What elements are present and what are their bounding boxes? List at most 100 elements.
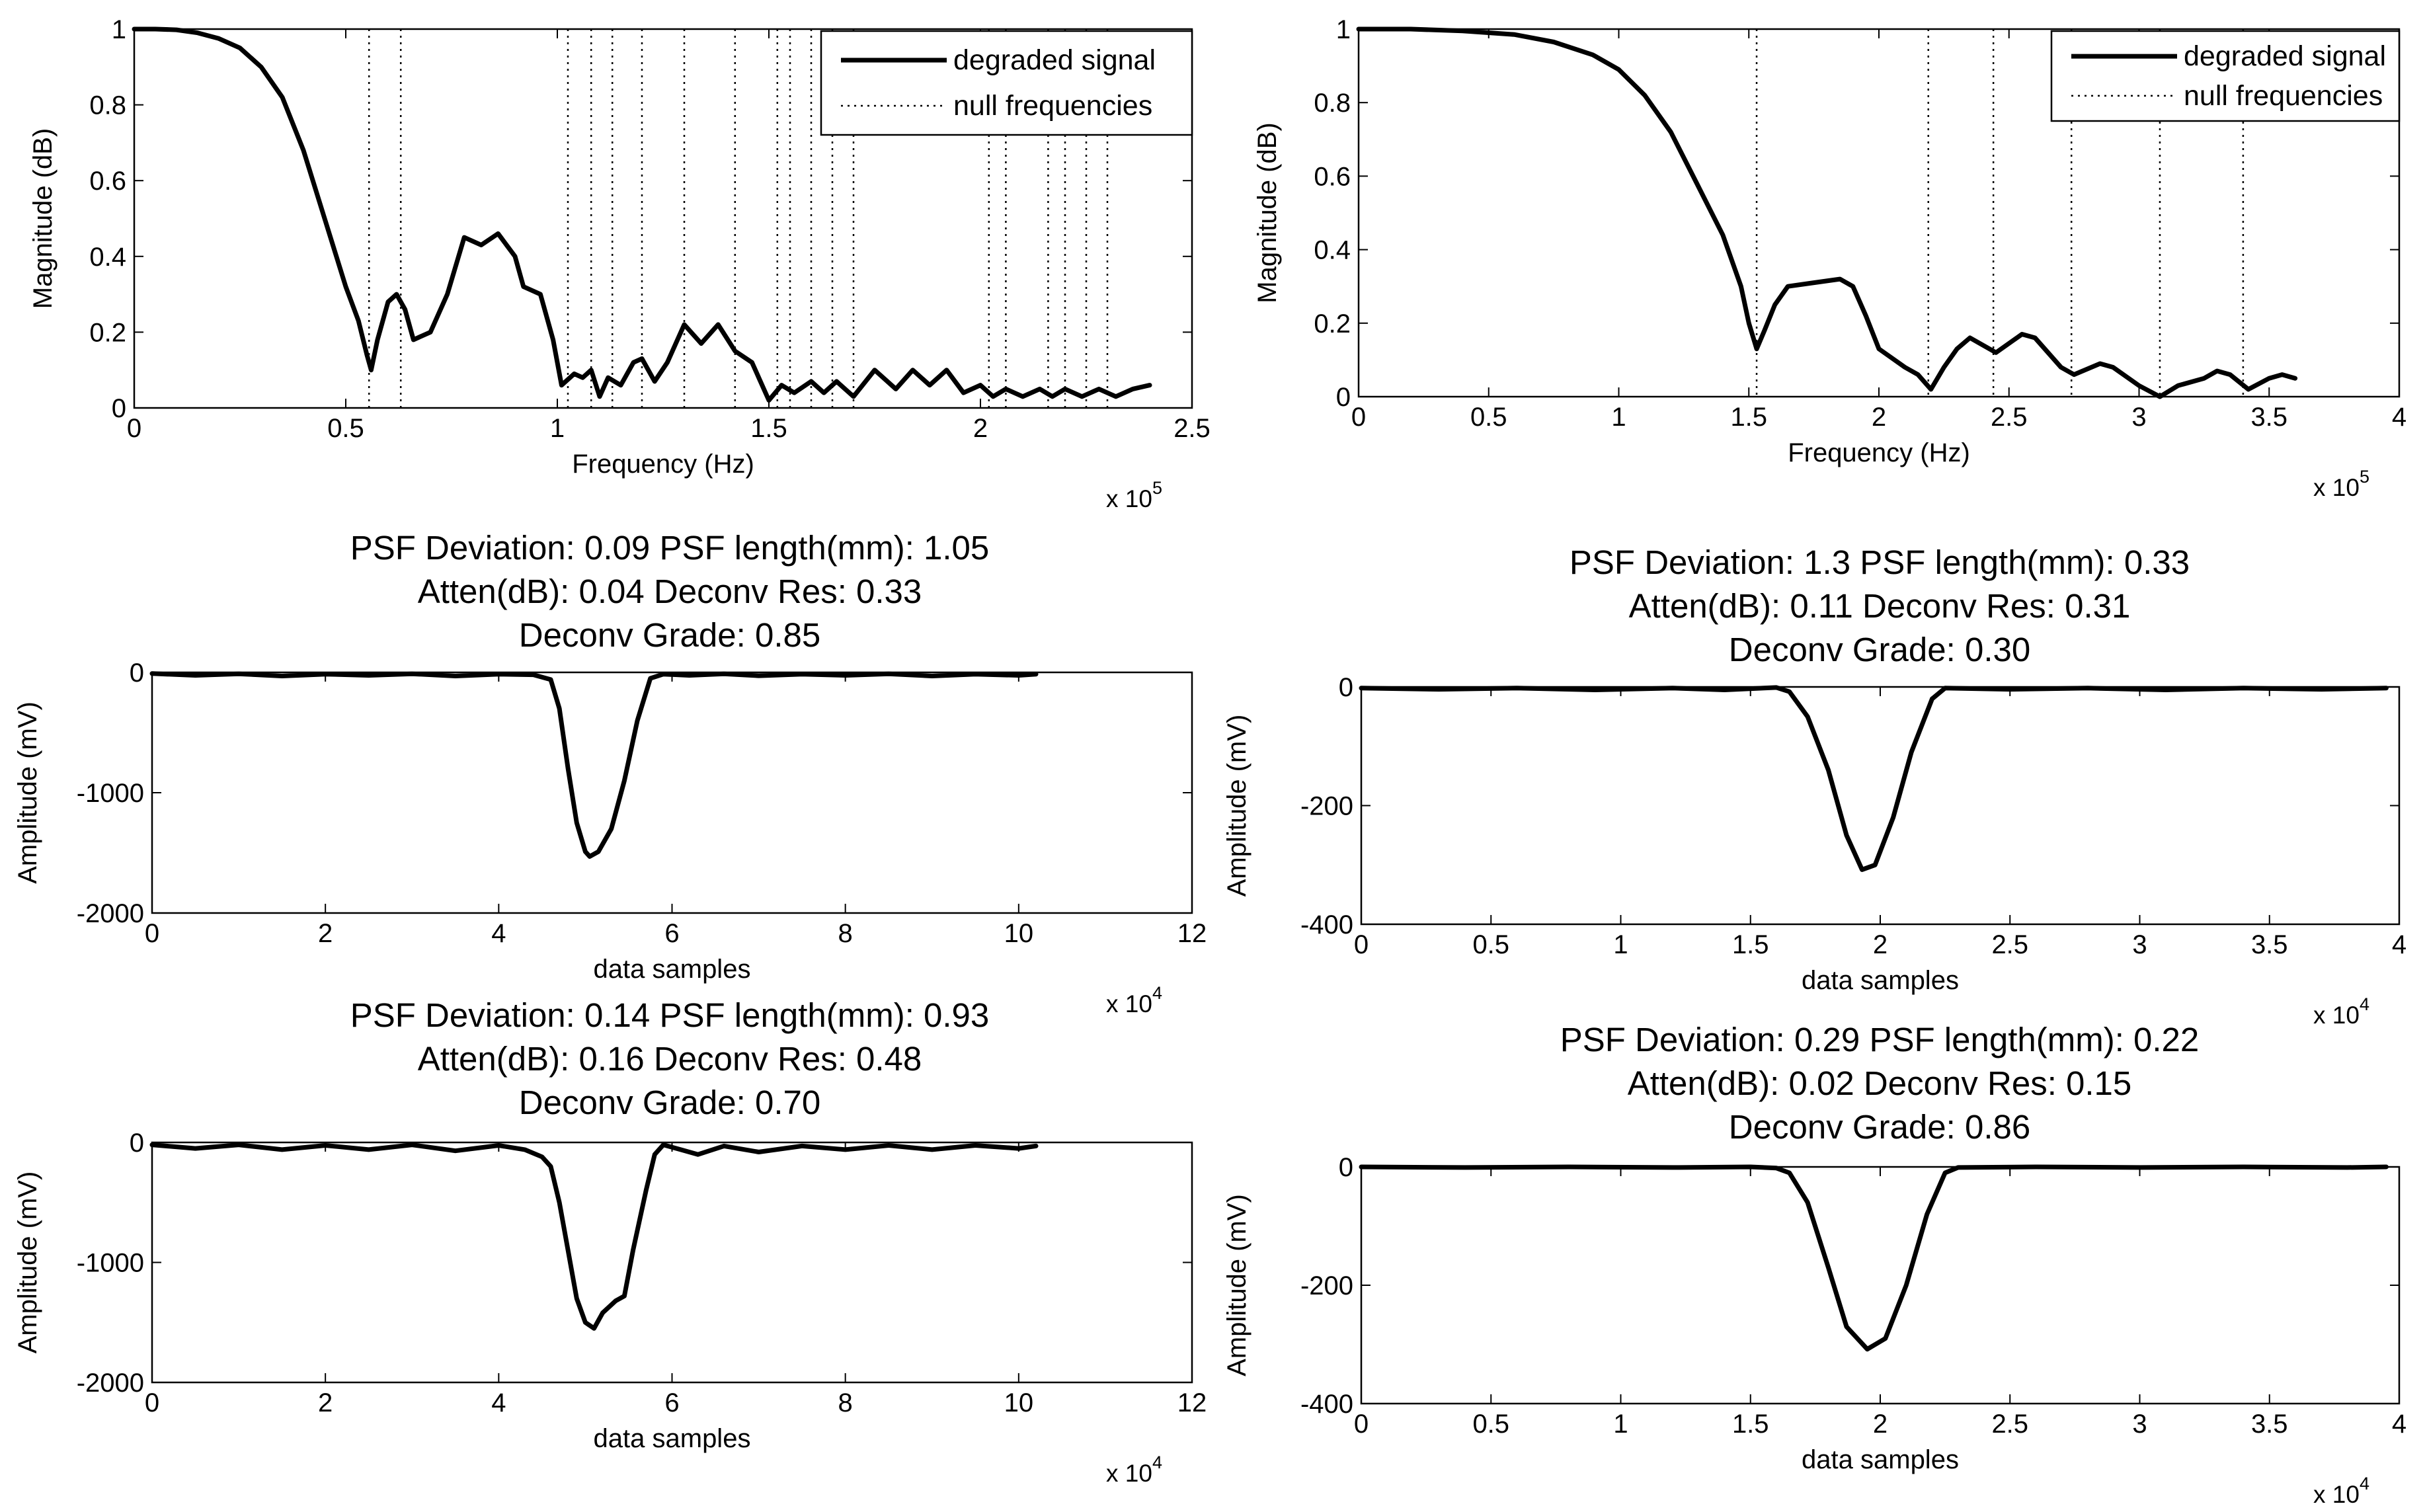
series-line bbox=[1359, 685, 2389, 872]
x-tick-label: 3.5 bbox=[2251, 1410, 2288, 1439]
y-axis-label: Amplitude (mV) bbox=[1222, 1194, 1252, 1376]
series-line bbox=[149, 1142, 1039, 1331]
axes-frame bbox=[1360, 1166, 2401, 1405]
x-tick-label: 2.5 bbox=[1173, 414, 1211, 443]
y-tick-label: 0 bbox=[1339, 1153, 1353, 1182]
y-tick-label: 0.2 bbox=[1314, 309, 1351, 338]
chart-deconv-2: PSF Deviation: 1.3 PSF length(mm): 0.33 A… bbox=[1222, 543, 2406, 1029]
x-axis-multiplier-exponent: 4 bbox=[2360, 994, 2369, 1014]
y-tick-label: -200 bbox=[1300, 792, 1353, 821]
x-axis-multiplier-exponent: 5 bbox=[2360, 467, 2369, 487]
y-tick-label: 0 bbox=[1336, 383, 1351, 412]
x-axis-multiplier-base: x 10 bbox=[2313, 1481, 2360, 1508]
y-tick-label: 0.6 bbox=[89, 167, 126, 196]
x-tick-label: 3.5 bbox=[2251, 930, 2288, 959]
y-tick-label: 0 bbox=[1339, 673, 1353, 702]
y-tick-label: -400 bbox=[1300, 910, 1353, 939]
chart-deconv-3: PSF Deviation: 0.14 PSF length(mm): 0.93… bbox=[13, 996, 1207, 1487]
x-tick-label: 10 bbox=[1004, 919, 1034, 948]
x-tick-label: 1 bbox=[1613, 930, 1628, 959]
x-tick-label: 2.5 bbox=[1991, 403, 2028, 432]
x-axis-label: Frequency (Hz) bbox=[1788, 438, 1970, 467]
x-tick-label: 0.5 bbox=[1472, 930, 1509, 959]
x-tick-label: 8 bbox=[838, 919, 853, 948]
x-tick-label: 4 bbox=[491, 919, 506, 948]
y-tick-label: -1000 bbox=[77, 779, 144, 808]
legend-entry: degraded signal bbox=[953, 44, 1156, 76]
x-axis-multiplier: x 104 bbox=[1106, 1452, 1162, 1487]
chart-title-line: Deconv Grade: 0.70 bbox=[519, 1084, 820, 1121]
axes-frame bbox=[1360, 686, 2401, 926]
x-tick-label: 0 bbox=[1354, 930, 1369, 959]
x-axis-multiplier-base: x 10 bbox=[2313, 1002, 2360, 1029]
y-axis-label: Magnitude (dB) bbox=[1253, 122, 1282, 303]
legend-entry: null frequencies bbox=[2184, 80, 2383, 112]
chart-title-line: Atten(dB): 0.11 Deconv Res: 0.31 bbox=[1629, 587, 2131, 625]
chart-title-line: Atten(dB): 0.02 Deconv Res: 0.15 bbox=[1628, 1064, 2132, 1102]
x-tick-label: 0.5 bbox=[327, 414, 364, 443]
y-tick-label: 0.6 bbox=[1314, 162, 1351, 191]
chart-deconv-4: PSF Deviation: 0.29 PSF length(mm): 0.22… bbox=[1222, 1021, 2406, 1508]
x-axis-label: data samples bbox=[594, 1424, 751, 1453]
y-tick-label: 0 bbox=[112, 394, 126, 423]
x-tick-label: 1 bbox=[1613, 1410, 1628, 1439]
x-tick-label: 2 bbox=[1872, 403, 1886, 432]
x-tick-label: 6 bbox=[664, 1388, 679, 1417]
x-tick-label: 1.5 bbox=[750, 414, 787, 443]
x-tick-label: 12 bbox=[1177, 1388, 1207, 1417]
x-tick-label: 4 bbox=[491, 1388, 506, 1417]
x-axis-label: data samples bbox=[1802, 1445, 1959, 1474]
x-axis-label: Frequency (Hz) bbox=[572, 450, 754, 479]
x-tick-label: 8 bbox=[838, 1388, 853, 1417]
y-tick-label: -400 bbox=[1300, 1390, 1353, 1419]
x-tick-label: 12 bbox=[1177, 919, 1207, 948]
y-tick-label: 1 bbox=[112, 15, 126, 44]
x-axis-multiplier-exponent: 4 bbox=[2360, 1474, 2369, 1493]
x-axis-multiplier: x 104 bbox=[2313, 1474, 2369, 1508]
x-axis-multiplier: x 105 bbox=[1106, 478, 1162, 512]
chart-title-line: PSF Deviation: 1.3 PSF length(mm): 0.33 bbox=[1570, 543, 2190, 581]
x-tick-label: 0 bbox=[145, 1388, 159, 1417]
axes-frame bbox=[151, 671, 1193, 914]
y-tick-label: -2000 bbox=[77, 899, 144, 928]
y-axis-label: Amplitude (mV) bbox=[13, 701, 42, 884]
y-tick-label: -2000 bbox=[77, 1369, 144, 1398]
series-line bbox=[1356, 26, 2298, 399]
x-tick-label: 0 bbox=[1354, 1410, 1369, 1439]
x-tick-label: 2 bbox=[973, 414, 988, 443]
x-tick-label: 1 bbox=[550, 414, 565, 443]
x-tick-label: 1.5 bbox=[1732, 1410, 1769, 1439]
legend-box bbox=[2050, 30, 2401, 122]
x-tick-label: 2 bbox=[1873, 930, 1888, 959]
x-tick-label: 0.5 bbox=[1472, 1410, 1509, 1439]
chart-title-line: PSF Deviation: 0.29 PSF length(mm): 0.22 bbox=[1560, 1021, 2200, 1058]
y-tick-label: 0.2 bbox=[89, 318, 126, 347]
y-tick-label: -1000 bbox=[77, 1249, 144, 1278]
series-line bbox=[1359, 1164, 2389, 1352]
series-line bbox=[132, 26, 1152, 403]
x-tick-label: 2.5 bbox=[1991, 930, 2028, 959]
y-tick-label: 0.8 bbox=[1314, 89, 1351, 118]
y-tick-label: 0 bbox=[130, 658, 144, 688]
x-tick-label: 4 bbox=[2392, 930, 2406, 959]
chart-title-line: Deconv Grade: 0.86 bbox=[1729, 1108, 2030, 1146]
y-tick-label: 0 bbox=[130, 1129, 144, 1158]
x-tick-label: 4 bbox=[2392, 403, 2406, 432]
chart-deconv-1: PSF Deviation: 0.09 PSF length(mm): 1.05… bbox=[13, 529, 1207, 1017]
x-tick-label: 4 bbox=[2392, 1410, 2406, 1439]
x-tick-label: 3 bbox=[2132, 1410, 2147, 1439]
y-axis-label: Amplitude (mV) bbox=[1222, 715, 1252, 897]
chart-title-line: Atten(dB): 0.16 Deconv Res: 0.48 bbox=[418, 1040, 922, 1078]
y-axis-label: Amplitude (mV) bbox=[13, 1172, 42, 1354]
x-axis-multiplier-base: x 10 bbox=[2313, 474, 2360, 501]
legend: degraded signal null frequencies bbox=[2050, 30, 2401, 122]
x-tick-label: 0 bbox=[1351, 403, 1366, 432]
legend-entry: null frequencies bbox=[953, 90, 1152, 122]
x-tick-label: 0 bbox=[145, 919, 159, 948]
chart-title-line: Deconv Grade: 0.30 bbox=[1729, 631, 2030, 668]
series-line bbox=[149, 671, 1039, 859]
chart-title-line: Atten(dB): 0.04 Deconv Res: 0.33 bbox=[418, 573, 922, 610]
legend: degraded signal null frequencies bbox=[820, 30, 1193, 136]
x-axis-multiplier-base: x 10 bbox=[1106, 485, 1152, 512]
x-axis-label: data samples bbox=[1802, 966, 1959, 995]
